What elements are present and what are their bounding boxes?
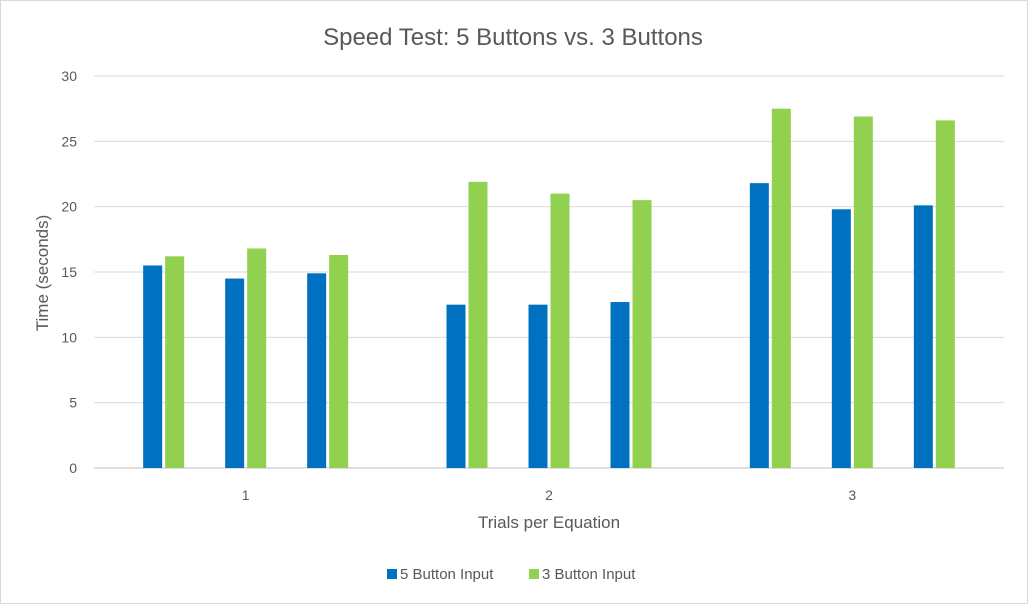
y-tick-label: 5 (69, 395, 77, 411)
gridlines (94, 75, 1004, 469)
chart-title: Speed Test: 5 Buttons vs. 3 Buttons (323, 24, 703, 51)
bar-3-button-input (853, 116, 873, 469)
bars (143, 108, 955, 469)
bar-5-button-input (307, 273, 327, 468)
y-tick-label: 10 (61, 329, 77, 345)
y-tick-label: 20 (61, 199, 77, 215)
x-tick-label: 1 (242, 487, 250, 503)
legend-label: 5 Button Input (400, 566, 494, 583)
bar-5-button-input (446, 304, 466, 468)
bar-5-button-input (831, 209, 851, 468)
y-tick-label: 30 (61, 68, 77, 84)
bar-3-button-input (550, 193, 570, 468)
bar-3-button-input (468, 181, 488, 468)
x-axis-ticks: 1 2 3 (242, 487, 857, 503)
bar-3-button-input (935, 120, 955, 468)
bar-5-button-input (225, 278, 245, 468)
bar-5-button-input (749, 183, 769, 468)
y-tick-label: 15 (61, 264, 77, 280)
x-tick-label: 3 (848, 487, 856, 503)
y-axis-ticks: 0 5 10 15 20 25 30 (61, 68, 77, 476)
y-axis-title: Time (seconds) (33, 215, 52, 332)
bar-5-button-input (143, 265, 163, 468)
x-axis-title: Trials per Equation (478, 513, 620, 532)
legend-swatch (387, 569, 397, 579)
bar-5-button-input (913, 205, 933, 469)
bar-3-button-input (329, 255, 349, 468)
legend-label: 3 Button Input (542, 566, 636, 583)
bar-3-button-input (165, 256, 185, 468)
legend: 5 Button Input 3 Button Input (387, 566, 636, 583)
bar-3-button-input (771, 108, 791, 469)
bar-3-button-input (247, 248, 267, 468)
y-tick-label: 0 (69, 460, 77, 476)
bar-5-button-input (610, 302, 630, 468)
bar-3-button-input (632, 200, 652, 468)
y-tick-label: 25 (61, 133, 77, 149)
legend-swatch (529, 569, 539, 579)
x-tick-label: 2 (545, 487, 553, 503)
bar-5-button-input (528, 304, 548, 468)
